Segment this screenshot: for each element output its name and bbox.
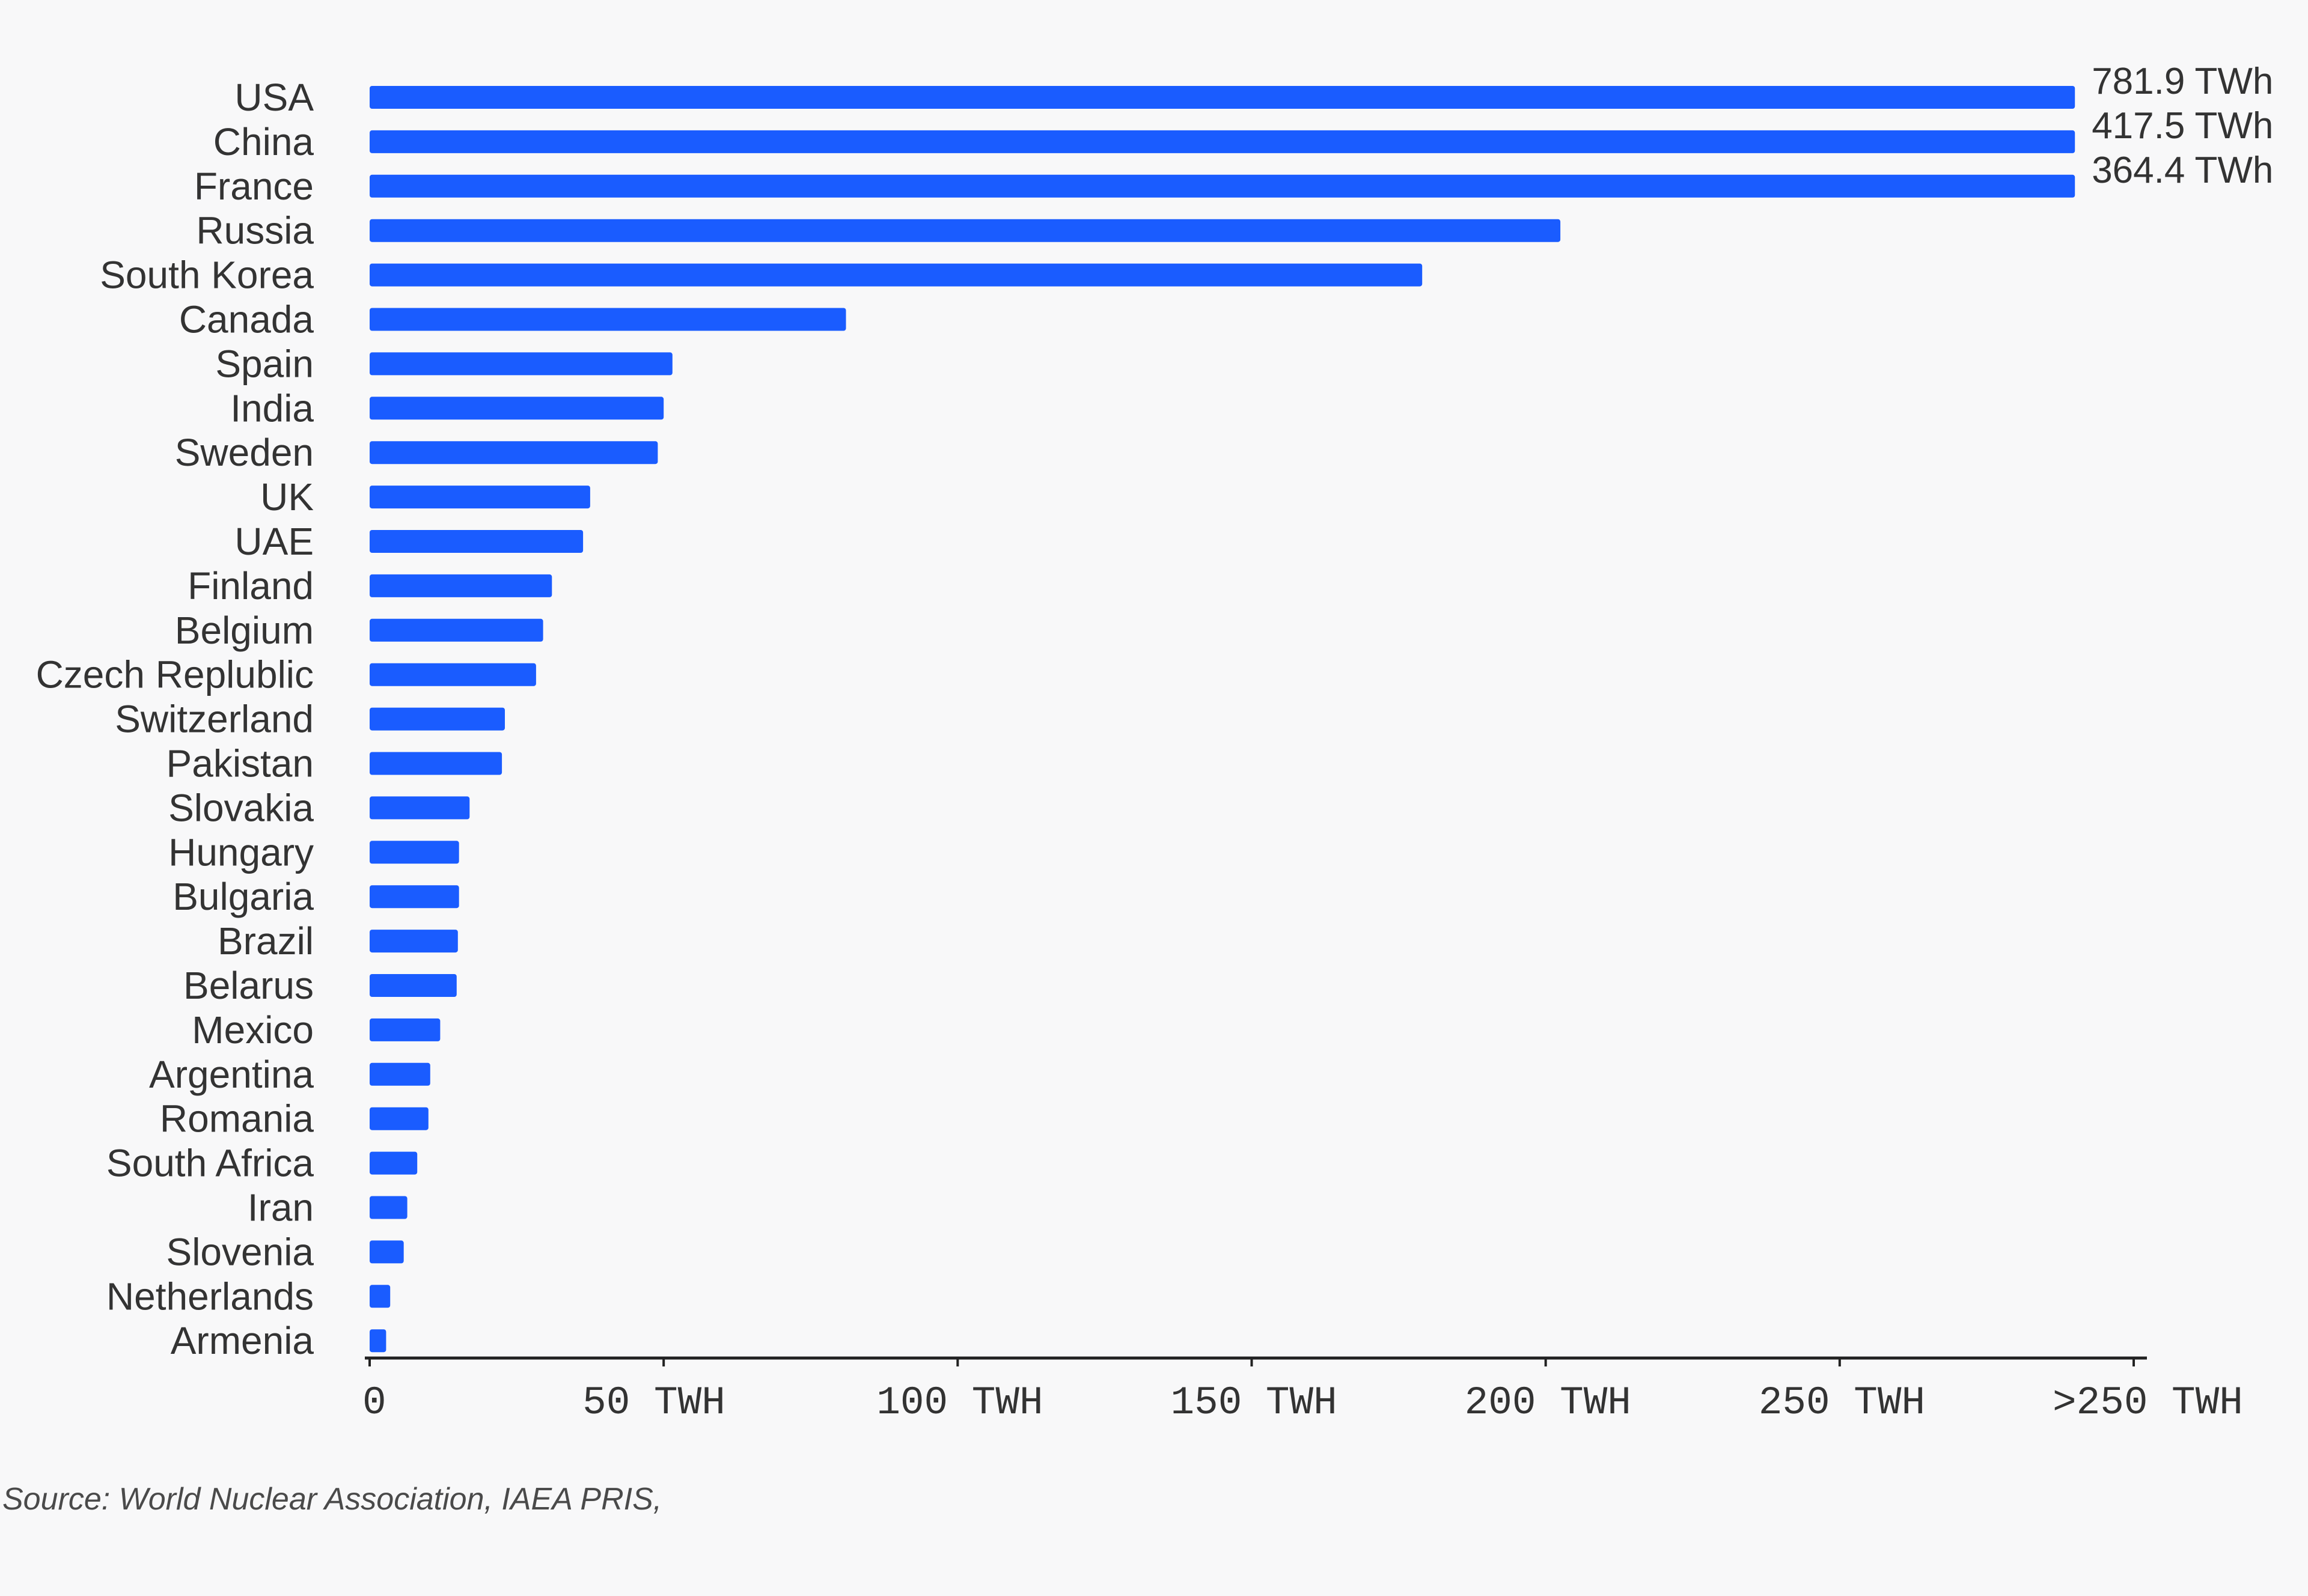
x-axis: 0 50 TWH 100 TWH 150 TWH 200 TWH 250 TWH >250 …: [362, 1356, 2243, 1425]
category-label-belarus: Belarus: [183, 964, 314, 1007]
category-label-usa: USA: [234, 76, 314, 119]
bar-czech-replublic: [370, 663, 536, 686]
bars-group: [370, 86, 2075, 1353]
x-tick-label-1: 50 TWH: [582, 1380, 725, 1425]
category-label-armenia: Armenia: [171, 1319, 314, 1362]
bar-south-korea: [370, 263, 1423, 287]
category-label-switzerland: Switzerland: [115, 698, 314, 741]
data-label-france: 364.4 TWh: [2092, 150, 2273, 191]
category-label-uk: UK: [260, 475, 314, 519]
bar-france: [370, 174, 2075, 198]
bar-belgium: [370, 618, 543, 642]
bar-slovakia: [370, 796, 470, 820]
x-tick-label-6: >250 TWH: [2053, 1380, 2243, 1425]
x-tick-label-3: 150 TWH: [1171, 1380, 1337, 1425]
bar-brazil: [370, 930, 458, 953]
x-tick-label-2: 100 TWH: [876, 1380, 1043, 1425]
bar-hungary: [370, 841, 459, 864]
category-label-spain: Spain: [215, 342, 314, 385]
category-label-pakistan: Pakistan: [166, 742, 314, 785]
category-label-netherlands: Netherlands: [106, 1275, 314, 1318]
category-label-mexico: Mexico: [192, 1008, 314, 1052]
bar-uk: [370, 486, 590, 509]
category-label-argentina: Argentina: [149, 1053, 314, 1096]
source-note: Source: World Nuclear Association, IAEA …: [2, 1482, 662, 1517]
bar-switzerland: [370, 707, 505, 731]
bar-russia: [370, 219, 1561, 242]
x-tick-label-4: 200 TWH: [1465, 1380, 1631, 1425]
bar-romania: [370, 1107, 429, 1130]
category-label-iran: Iran: [248, 1186, 314, 1229]
category-label-romania: Romania: [160, 1097, 314, 1141]
category-label-belgium: Belgium: [175, 609, 314, 652]
category-label-south-korea: South Korea: [100, 254, 314, 297]
bar-uae: [370, 530, 584, 553]
bar-slovenia: [370, 1240, 404, 1264]
bar-armenia: [370, 1329, 386, 1353]
category-label-france: France: [194, 165, 314, 208]
category-label-finland: Finland: [188, 564, 314, 608]
category-label-sweden: Sweden: [175, 431, 314, 474]
bar-china: [370, 130, 2075, 153]
x-tick-label-0: 0: [362, 1380, 386, 1425]
bar-usa: [370, 86, 2075, 109]
bar-finland: [370, 574, 552, 597]
category-label-russia: Russia: [196, 209, 314, 252]
bar-argentina: [370, 1062, 430, 1086]
category-label-slovakia: Slovakia: [168, 786, 314, 829]
category-label-uae: UAE: [234, 520, 314, 563]
category-label-slovenia: Slovenia: [166, 1230, 314, 1273]
bar-india: [370, 397, 664, 420]
bar-netherlands: [370, 1285, 391, 1308]
bar-spain: [370, 352, 673, 376]
bar-sweden: [370, 441, 658, 464]
data-label-usa: 781.9 TWh: [2092, 61, 2273, 102]
bar-pakistan: [370, 752, 502, 775]
category-label-brazil: Brazil: [218, 919, 314, 963]
category-label-china: China: [213, 120, 314, 163]
bar-bulgaria: [370, 885, 459, 909]
bar-belarus: [370, 974, 457, 997]
category-label-canada: Canada: [179, 298, 314, 341]
category-label-czech-replublic: Czech Replublic: [36, 653, 314, 696]
category-label-bulgaria: Bulgaria: [172, 875, 314, 918]
x-tick-label-5: 250 TWH: [1759, 1380, 1925, 1425]
category-label-hungary: Hungary: [168, 830, 314, 874]
bar-iran: [370, 1196, 408, 1219]
category-label-south-africa: South Africa: [106, 1142, 314, 1185]
category-label-india: India: [230, 386, 314, 430]
bar-mexico: [370, 1018, 441, 1041]
data-label-china: 417.5 TWh: [2092, 105, 2273, 147]
bar-south-africa: [370, 1151, 418, 1175]
bar-canada: [370, 308, 846, 331]
